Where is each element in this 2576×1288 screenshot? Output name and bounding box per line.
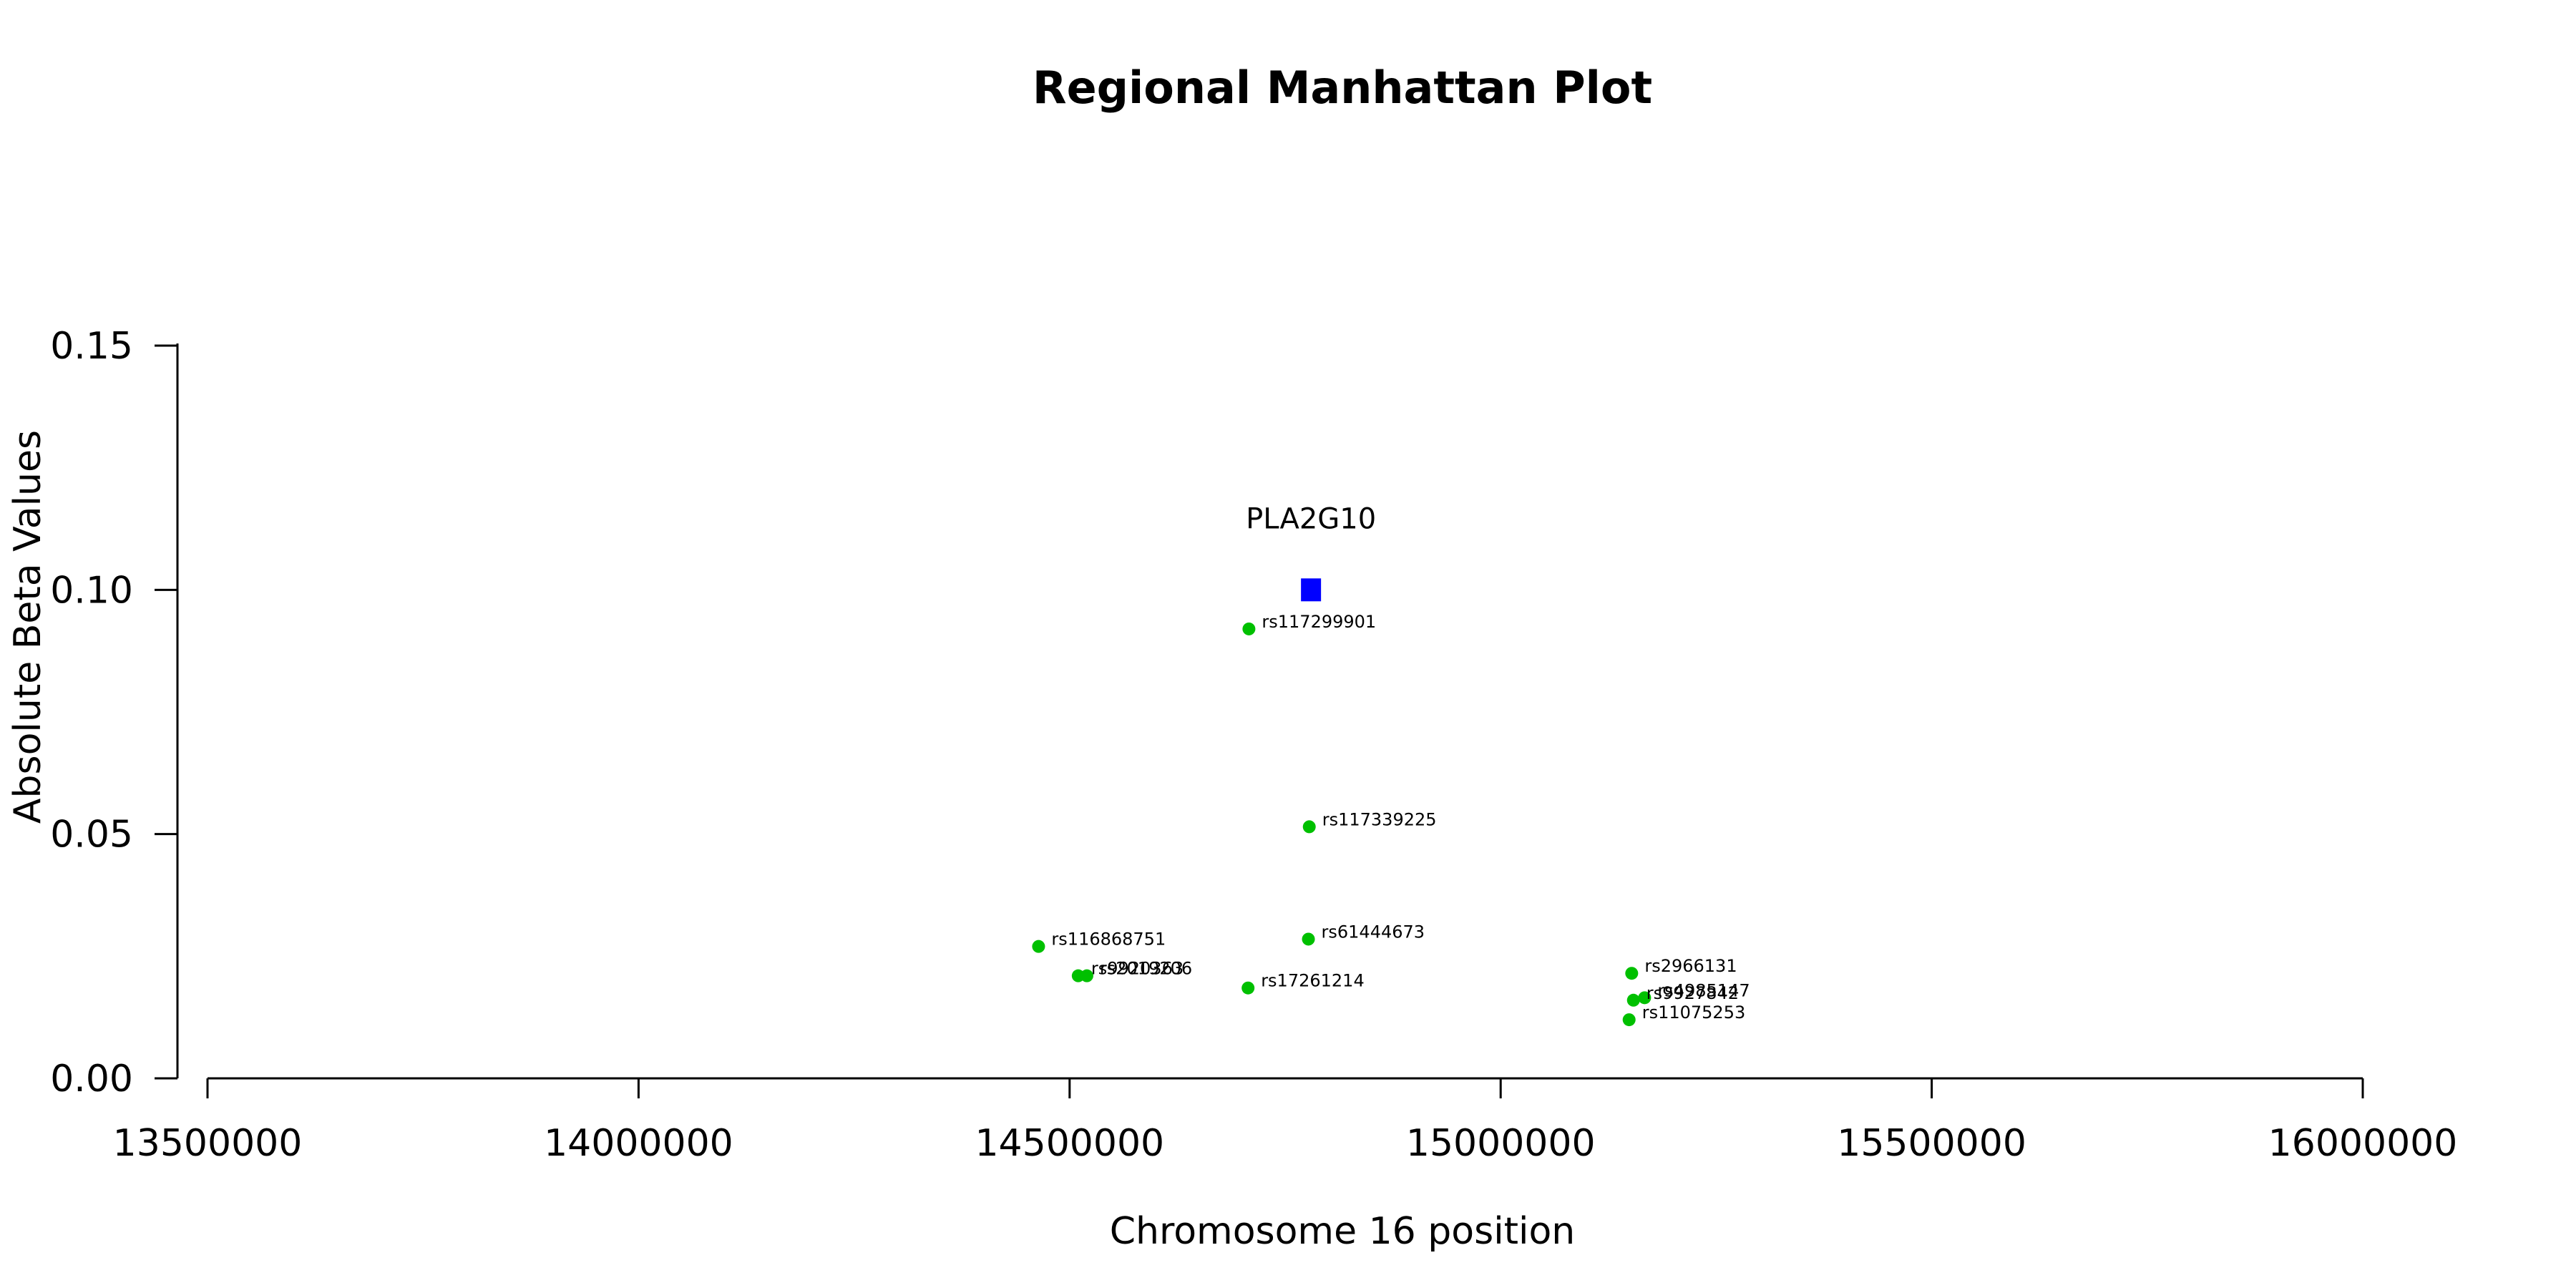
snp-point: [1032, 940, 1045, 953]
snp-point: [1638, 991, 1652, 1005]
snp-label: rs2019206: [1100, 959, 1192, 979]
snp-label: rs117299901: [1262, 612, 1376, 632]
snp-label: rs9920363: [1091, 959, 1184, 979]
snp-label: rs11075253: [1642, 1002, 1746, 1023]
y-tick-label: 0.00: [50, 1058, 133, 1101]
snp-point: [1242, 622, 1256, 635]
snp-point: [1302, 820, 1316, 834]
x-tick-label: 14500000: [975, 1122, 1164, 1165]
x-axis-ticks: 13500000 14000000 14500000 15000000 15500000…: [113, 1078, 2458, 1165]
x-tick-label: 15000000: [1406, 1122, 1596, 1165]
snp-point: [1241, 981, 1255, 995]
y-axis-ticks: 0.00 0.05 0.10 0.15: [50, 325, 177, 1101]
gene-marker: [1301, 578, 1322, 602]
gene-layer: PLA2G10: [1246, 502, 1376, 602]
snp-point: [1625, 967, 1639, 980]
x-axis-title: Chromosome 16 position: [1110, 1210, 1576, 1253]
x-tick-label: 16000000: [2268, 1122, 2458, 1165]
x-tick-label: 13500000: [113, 1122, 303, 1165]
snp-label: rs116868751: [1051, 930, 1166, 950]
chart-title: Regional Manhattan Plot: [1033, 62, 1652, 114]
snp-points: rs117299901 rs117339225 rs61444673 rs116868…: [1032, 612, 1750, 1027]
snp-label: rs4985147: [1657, 980, 1750, 1000]
y-tick-label: 0.10: [50, 569, 133, 612]
x-tick-label: 14000000: [544, 1122, 733, 1165]
snp-point: [1302, 932, 1315, 946]
x-tick-label: 15500000: [1837, 1122, 2026, 1165]
snp-label: rs17261214: [1261, 971, 1365, 991]
snp-point: [1622, 1013, 1636, 1027]
snp-label: rs61444673: [1322, 922, 1425, 942]
y-tick-label: 0.15: [50, 325, 133, 368]
y-axis-title: Absolute Beta Values: [6, 430, 49, 824]
snp-label: rs2966131: [1644, 956, 1737, 976]
snp-label: rs9927842: [1646, 983, 1739, 1003]
gene-label: PLA2G10: [1246, 502, 1376, 535]
snp-point: [1080, 969, 1093, 982]
snp-point: [1626, 993, 1640, 1007]
snp-label: rs117339225: [1322, 809, 1437, 829]
y-tick-label: 0.05: [50, 814, 133, 857]
